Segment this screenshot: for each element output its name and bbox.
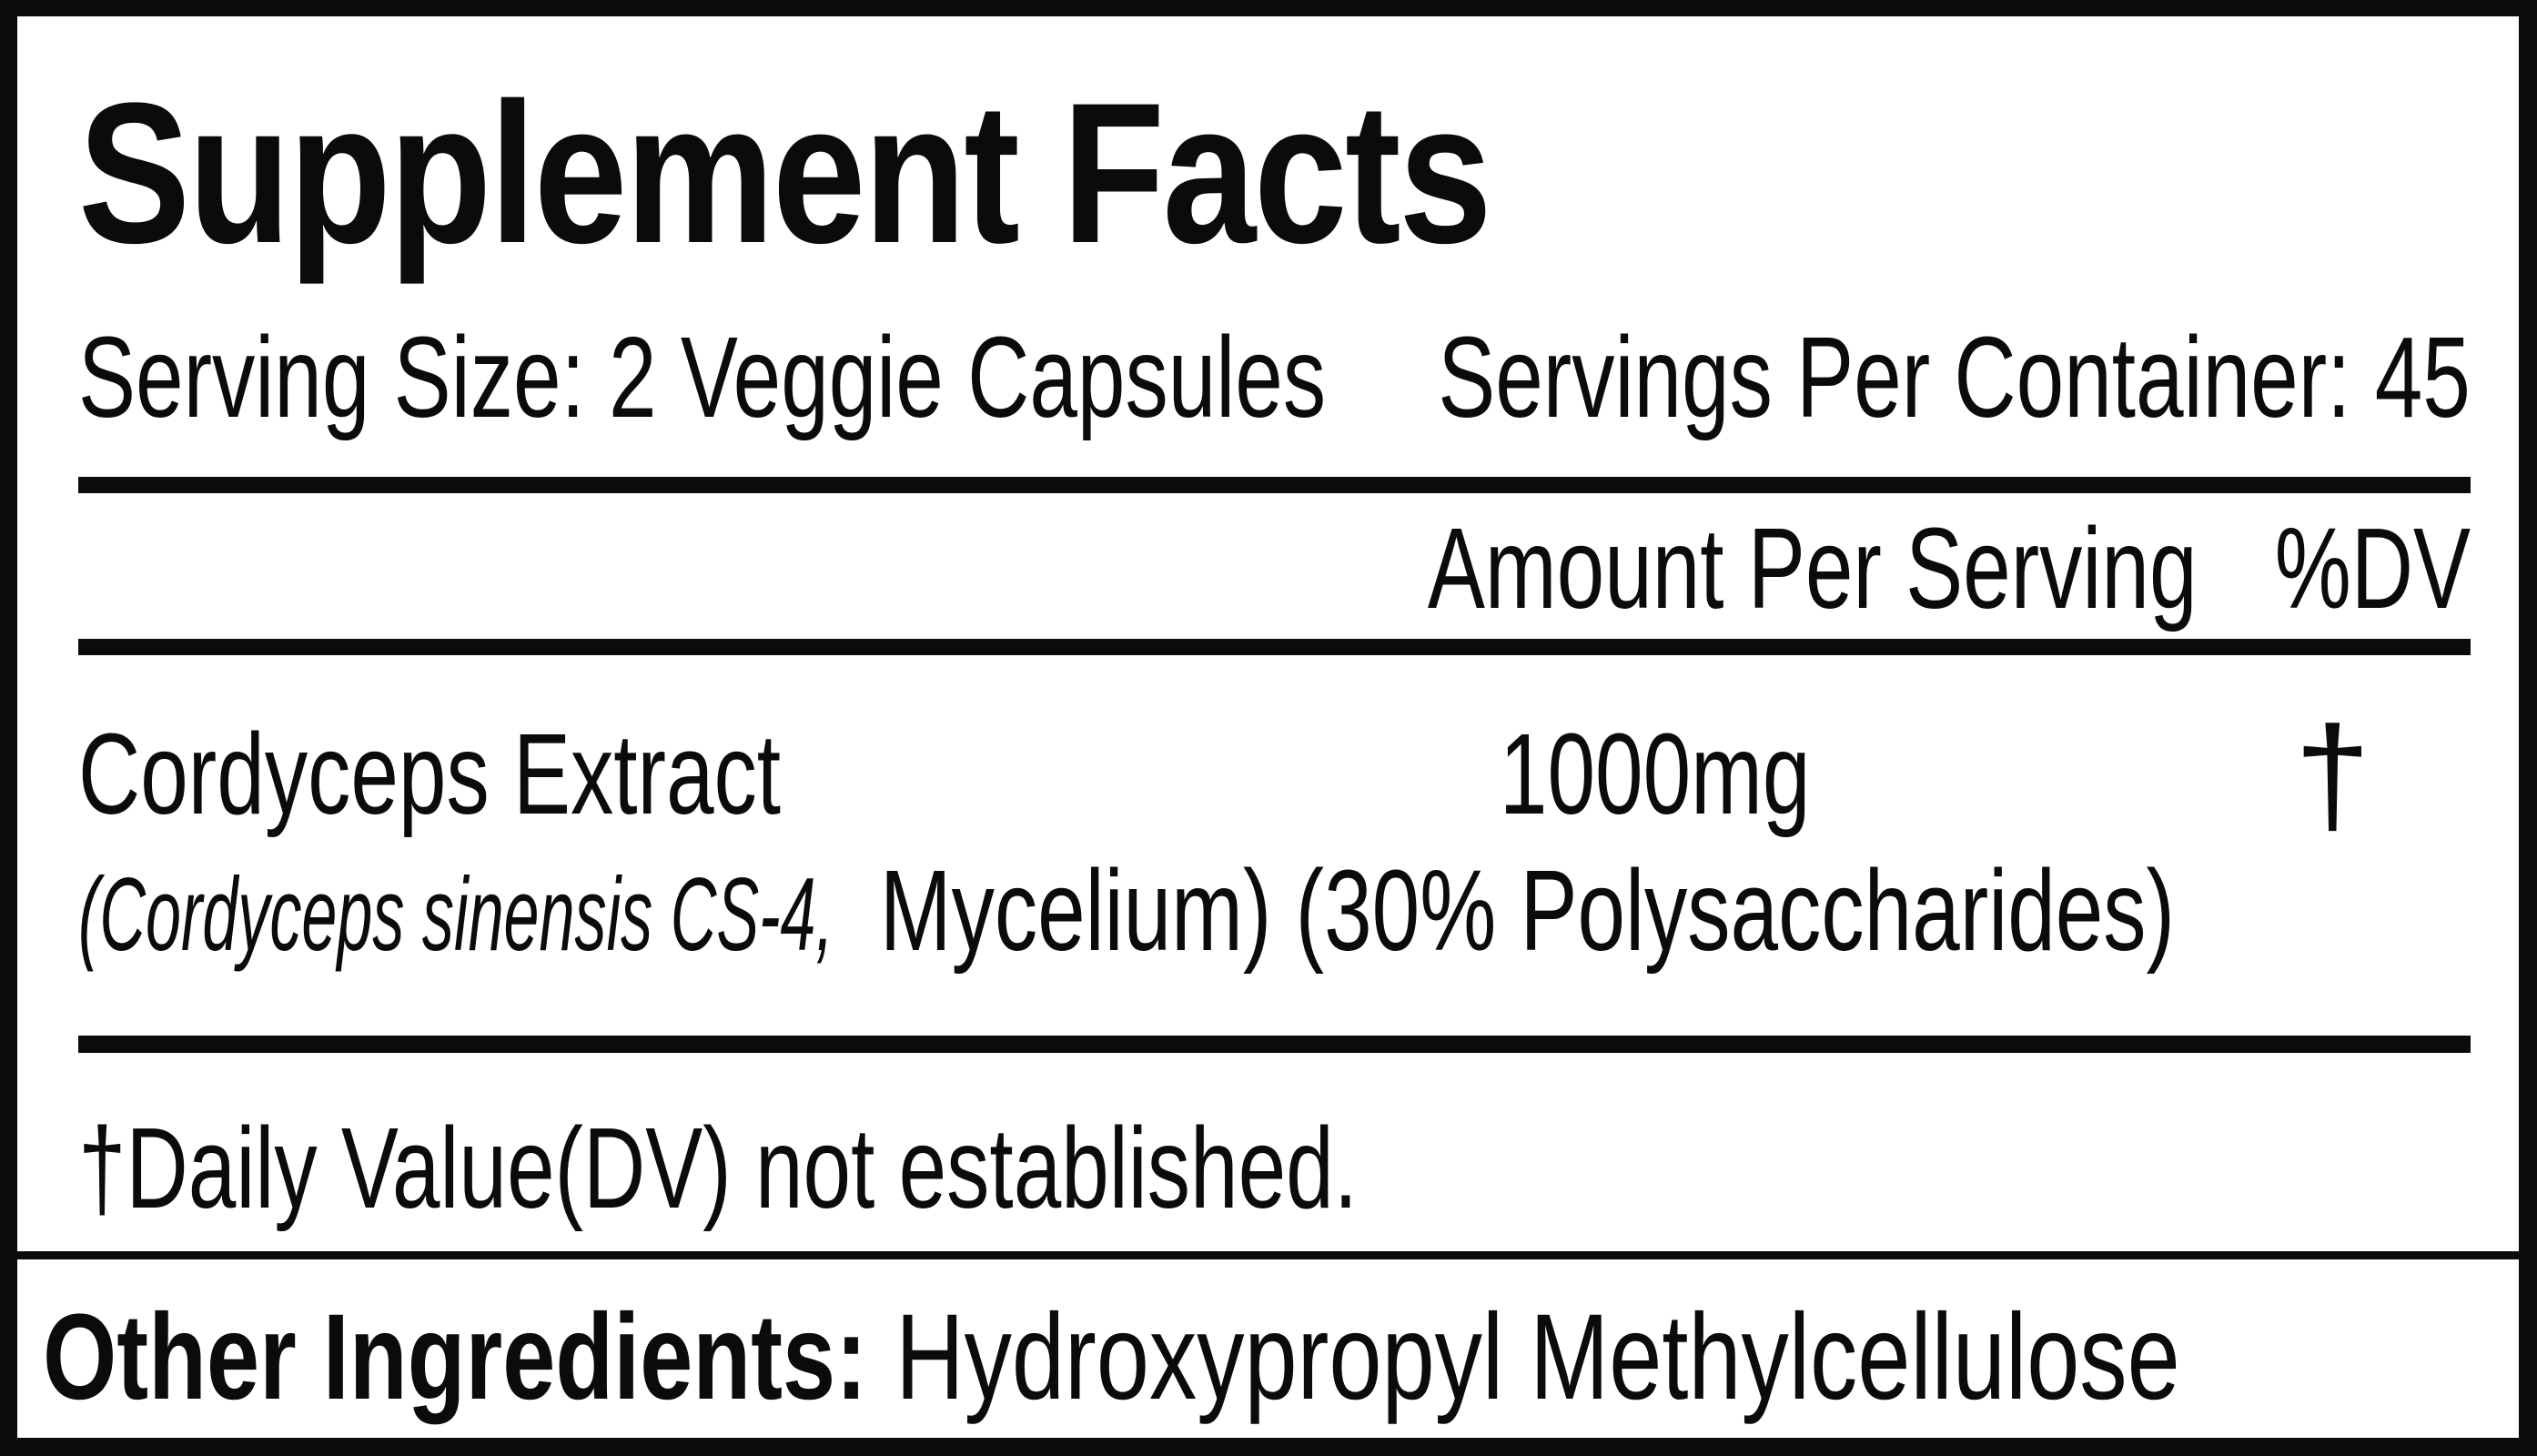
other-ingredients-section: Other Ingredients: Hydroxypropyl Methylce…: [17, 1259, 2519, 1431]
footnote-row: †Daily Value(DV) not established.: [78, 1100, 2471, 1237]
other-ingredients-row: Other Ingredients: Hydroxypropyl Methylce…: [43, 1285, 2493, 1431]
panel-content: Supplement Facts Serving Size: 2 Veggie …: [17, 64, 2519, 1237]
thick-rule-top: [78, 477, 2471, 493]
table-row: Cordyceps Extract 1000mg †: [78, 706, 2471, 843]
other-ingredients-label: Other Ingredients:: [43, 1289, 867, 1425]
ingredient-amount: 1000mg: [1499, 710, 1811, 838]
ingredient-name: Cordyceps Extract: [78, 710, 782, 838]
table-header-row: Amount Per Serving %DV: [78, 504, 2471, 632]
page-title: Supplement Facts: [78, 61, 1492, 285]
other-ingredients-value: Hydroxypropyl Methylcellulose: [895, 1289, 2180, 1425]
latin-name: (Cordyceps sinensis CS-4,: [78, 857, 834, 973]
panel-title-row: Supplement Facts: [78, 64, 2471, 282]
thick-rule-bottom: [78, 1036, 2471, 1053]
detail-rest-text: Mycelium) (30% Polysaccharides): [879, 846, 2176, 975]
serving-size-text: Serving Size: 2 Veggie Capsules: [78, 313, 1327, 441]
other-ingredients-line: Other Ingredients: Hydroxypropyl Methylce…: [43, 1285, 2180, 1431]
amount-per-serving-header: Amount Per Serving: [1428, 504, 2198, 632]
servings-per-container-text: Servings Per Container: 45: [1438, 313, 2471, 441]
other-ingredients-divider: [17, 1251, 2519, 1259]
thick-rule-header: [78, 639, 2471, 655]
ingredient-detail-row: (Cordyceps sinensis CS-4, Mycelium) (30% …: [78, 843, 2471, 979]
serving-info-row: Serving Size: 2 Veggie Capsules Servings…: [78, 309, 2471, 446]
percent-dv-header: %DV: [2274, 504, 2471, 632]
ingredient-dv-symbol: †: [2294, 698, 2370, 851]
dv-footnote: †Daily Value(DV) not established.: [78, 1104, 1358, 1232]
ingredient-detail: (Cordyceps sinensis CS-4, Mycelium) (30% …: [78, 843, 2175, 984]
